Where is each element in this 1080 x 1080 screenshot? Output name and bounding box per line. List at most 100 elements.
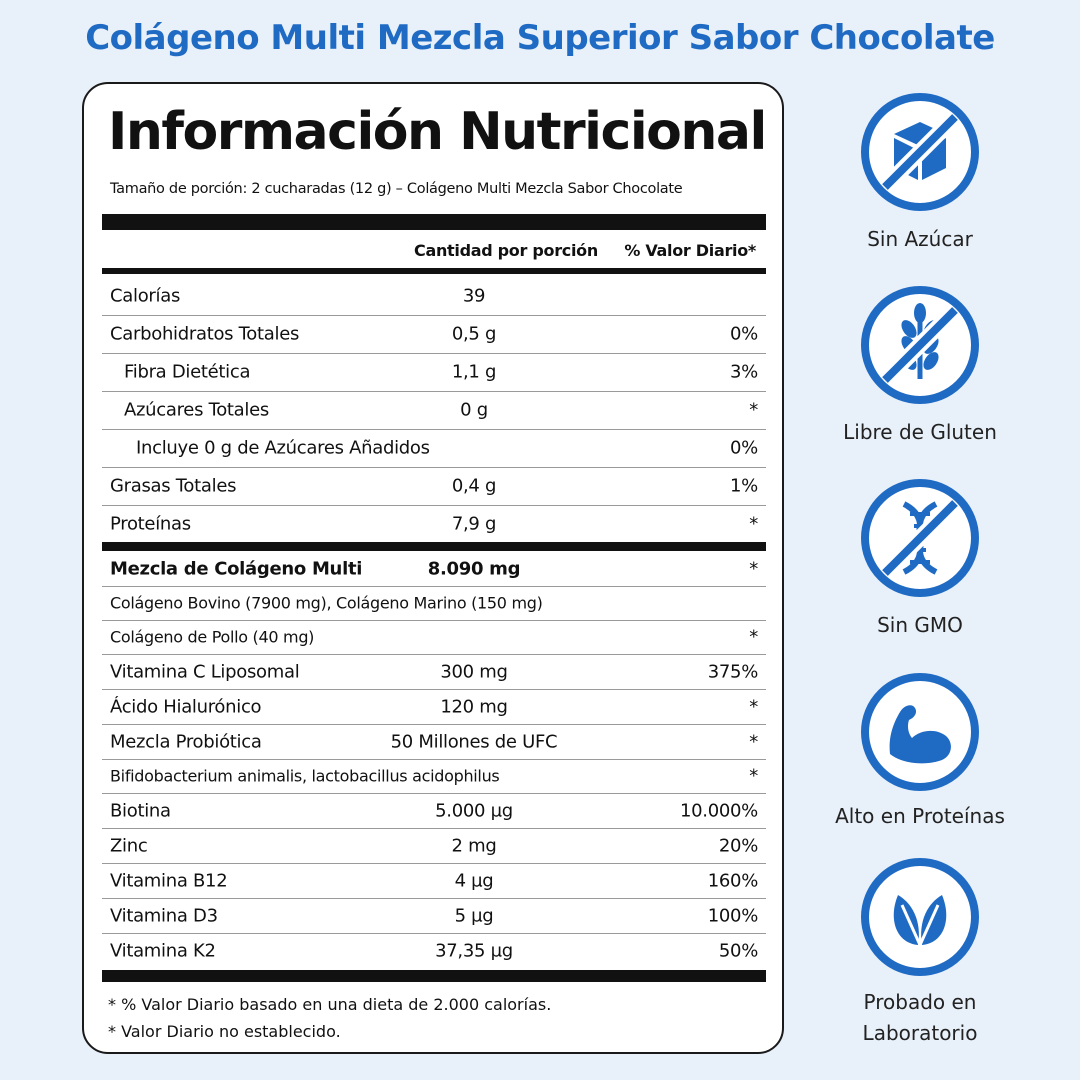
badge-label-probado-en-laboratorio: Probado en Laboratorio [862,990,978,1045]
column-header-amount: Cantidad por porción [414,241,598,260]
nutrient-label: Colágeno Bovino (7900 mg), Colágeno Mari… [110,593,543,613]
footnote-daily-value: * % Valor Diario basado en una dieta de … [108,995,552,1014]
nutrient-label: Vitamina D3 [110,905,218,926]
row-divider [102,759,766,760]
nutrient-amount: 39 [462,285,486,307]
table-row: Calorías 39 [102,277,766,315]
nutrient-daily-value: 1% [730,475,758,497]
wheat-crossed-icon [860,285,980,405]
nutrient-amount: 5.000 µg [435,800,513,821]
table-row: Incluye 0 g de Azúcares Añadidos 0% [102,429,766,467]
nutrient-amount: 8.090 mg [427,558,521,580]
nutrient-amount: 0,4 g [451,475,497,497]
nutrition-facts-panel: Información Nutricional Tamaño de porció… [82,82,784,1054]
row-divider [102,933,766,934]
column-header-daily-value: % Valor Diario* [624,241,756,260]
row-divider [102,586,766,587]
table-row: Grasas Totales 0,4 g 1% [102,467,766,505]
nutrient-label: Incluye 0 g de Azúcares Añadidos [136,437,430,459]
nutrient-amount: 37,35 µg [435,940,513,961]
table-row: Bifidobacterium animalis, lactobacillus … [102,759,766,793]
row-divider [102,353,766,354]
table-row: Fibra Dietética 1,1 g 3% [102,353,766,391]
row-divider [102,828,766,829]
nutrient-daily-value: * [749,558,758,580]
nutrient-daily-value: * [749,513,758,535]
row-divider [102,429,766,430]
row-divider [102,689,766,690]
nutrient-daily-value: * [749,731,758,752]
nutrient-label: Colágeno de Pollo (40 mg) [110,627,315,647]
table-row: Colágeno de Pollo (40 mg) * [102,620,766,654]
nutrient-label: Biotina [110,800,171,821]
nutrient-label: Calorías [110,285,181,307]
nutrient-amount: 7,9 g [451,513,497,535]
nutrient-amount: 2 mg [451,835,497,856]
row-divider [102,391,766,392]
nutrient-amount: 50 Millones de UFC [390,731,558,752]
row-divider [102,898,766,899]
nutrient-daily-value: 160% [707,870,759,891]
nutrient-amount: 4 µg [454,870,494,891]
nutrient-amount: 5 µg [454,905,494,926]
row-divider [102,467,766,468]
leaves-icon [860,857,980,977]
badge-label-sin-gmo: Sin GMO [877,613,963,637]
nutrient-daily-value: 50% [718,940,758,961]
thick-divider-middle [102,542,766,551]
nutrient-label: Proteínas [110,513,191,535]
table-row: Biotina 5.000 µg 10.000% [102,793,766,828]
nutrient-daily-value: 100% [707,905,759,926]
thick-divider-bottom [102,970,766,982]
row-divider [102,654,766,655]
nutrient-amount: 300 mg [440,661,508,682]
badge-label-alto-en-proteinas: Alto en Proteínas [835,804,1005,828]
row-divider [102,505,766,506]
row-divider [102,620,766,621]
table-row: Mezcla Probiótica 50 Millones de UFC * [102,724,766,759]
nutrient-label: Carbohidratos Totales [110,323,300,345]
serving-size: Tamaño de porción: 2 cucharadas (12 g) –… [110,181,683,197]
nutrient-daily-value: 0% [730,323,758,345]
nutrient-amount: 0,5 g [451,323,497,345]
table-row: Vitamina C Liposomal 300 mg 375% [102,654,766,689]
nutrient-label: Mezcla Probiótica [110,731,262,752]
badge-label-libre-de-gluten: Libre de Gluten [843,420,997,444]
sugar-cube-crossed-icon [860,92,980,212]
nutrient-label: Zinc [110,835,148,856]
table-row: Ácido Hialurónico 120 mg * [102,689,766,724]
nutrient-label: Vitamina C Liposomal [110,661,300,682]
row-divider [102,724,766,725]
nutrient-label: Grasas Totales [110,475,237,497]
nutrient-label: Vitamina B12 [110,870,228,891]
footnote-not-established: * Valor Diario no establecido. [108,1022,341,1041]
nutrient-daily-value: 20% [718,835,758,856]
nutrient-label: Mezcla de Colágeno Multi [110,558,363,580]
nutrient-daily-value: 3% [730,361,758,383]
nutrient-label: Vitamina K2 [110,940,216,961]
page-title: Colágeno Multi Mezcla Superior Sabor Cho… [85,18,995,58]
table-row: Azúcares Totales 0 g * [102,391,766,429]
nutrient-daily-value: * [749,696,758,717]
table-row: Zinc 2 mg 20% [102,828,766,863]
nutrient-label: Azúcares Totales [124,399,269,421]
table-row: Carbohidratos Totales 0,5 g 0% [102,315,766,353]
nutrient-daily-value: * [749,626,758,648]
row-divider [102,863,766,864]
nutrient-label: Ácido Hialurónico [110,696,262,717]
nutrient-amount: 1,1 g [451,361,497,383]
thick-divider-top [102,214,766,230]
table-row: Mezcla de Colágeno Multi 8.090 mg * [102,552,766,586]
table-row: Colágeno Bovino (7900 mg), Colágeno Mari… [102,586,766,620]
nutrient-daily-value: 375% [707,661,759,682]
table-row: Proteínas 7,9 g * [102,505,766,543]
flexed-arm-icon [860,672,980,792]
nutrient-label: Fibra Dietética [124,361,251,383]
table-row: Vitamina B12 4 µg 160% [102,863,766,898]
nutrient-label: Bifidobacterium animalis, lactobacillus … [110,766,500,786]
nutrient-daily-value: 0% [730,437,758,459]
table-row: Vitamina K2 37,35 µg 50% [102,933,766,968]
panel-heading: Información Nutricional [108,102,767,162]
badge-label-sin-azucar: Sin Azúcar [867,227,973,251]
medium-divider [102,268,766,274]
